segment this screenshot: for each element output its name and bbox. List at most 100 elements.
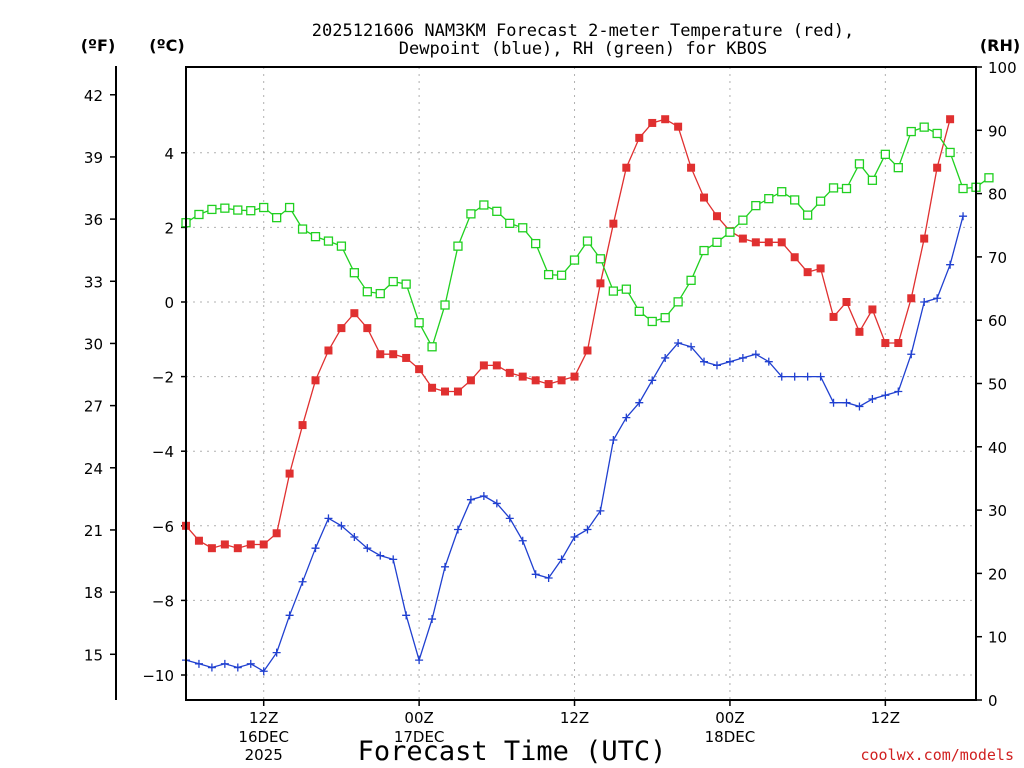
temperature-point-14	[363, 324, 372, 333]
dewpoint-point-46	[777, 372, 786, 381]
x-tick-label-time-3: 00Z	[715, 709, 744, 727]
f-tick-label-1: 18	[84, 584, 103, 602]
dewpoint-point-53	[868, 394, 877, 403]
chart-title-line1: 2025121606 NAM3KM Forecast 2-meter Tempe…	[312, 21, 854, 41]
f-tick-label-0: 15	[84, 646, 103, 664]
f-tick-label-4: 27	[84, 398, 103, 416]
temperature-point-39	[687, 163, 696, 172]
dewpoint-point-55	[894, 387, 903, 396]
temperature-point-4	[233, 544, 242, 553]
rh-tick-label-7: 70	[988, 249, 1007, 267]
rh-point-52	[854, 159, 865, 169]
dewpoint-point-38	[674, 339, 683, 348]
c-tick-label-5: 0	[164, 294, 174, 312]
rh-point-37	[660, 313, 670, 323]
dewpoint-point-40	[700, 357, 709, 366]
rh-point-2	[207, 204, 217, 215]
x-tick-label-time-0: 12Z	[249, 709, 278, 727]
x-tick-label-time-2: 12Z	[560, 709, 589, 727]
rh-point-44	[751, 200, 761, 211]
plot-frame	[185, 66, 977, 701]
dewpoint-point-19	[428, 615, 437, 624]
temperature-point-28	[544, 380, 553, 389]
rh-point-29	[556, 270, 567, 280]
x-tick-label-date-0: 16DEC	[238, 728, 289, 746]
rh-point-7	[272, 213, 282, 223]
c-tick-label-7: 4	[164, 145, 174, 163]
rh-tick-label-3: 30	[988, 502, 1007, 520]
rh-point-32	[595, 254, 606, 264]
rh-point-4	[233, 205, 243, 215]
rh-point-9	[297, 224, 308, 234]
temperature-point-26	[518, 372, 527, 381]
rh-axis-ticks: 0 10 20 30 40 50 60 70 80 90 100	[976, 59, 1017, 710]
dewpoint-point-23	[479, 491, 488, 500]
temperature-point-30	[570, 372, 579, 381]
temperature-point-44	[751, 238, 760, 247]
rh-tick-label-4: 40	[988, 439, 1007, 457]
dewpoint-point-51	[842, 398, 851, 407]
f-tick-label-9: 42	[84, 87, 103, 105]
dewpoint-point-10	[311, 544, 320, 553]
dewpoint-point-52	[855, 402, 864, 411]
dewpoint-point-45	[764, 357, 773, 366]
rh-point-57	[919, 122, 929, 132]
rh-point-11	[323, 236, 334, 246]
dewpoint-point-57	[920, 297, 929, 306]
rh-tick-label-8: 80	[988, 186, 1007, 204]
temperature-point-51	[842, 297, 851, 306]
grid-lines	[186, 67, 976, 700]
temperature-point-46	[777, 238, 786, 247]
temperature-point-31	[583, 346, 592, 355]
rh-point-34	[621, 284, 631, 294]
rh-point-16	[388, 276, 398, 287]
series-layer	[181, 115, 994, 676]
x-tick-label-date-3: 18DEC	[705, 728, 756, 746]
temperature-point-37	[661, 115, 670, 124]
temperature-point-18	[415, 365, 424, 374]
rh-tick-label-10: 100	[988, 59, 1017, 77]
rh-point-5	[246, 206, 256, 216]
fahrenheit-axis-ticks: 15 18 21 24 27 30 33 36 39 42	[84, 87, 116, 664]
temperature-point-49	[816, 264, 825, 273]
temperature-point-7	[272, 529, 281, 538]
dewpoint-point-41	[712, 361, 721, 370]
rh-point-24	[492, 206, 502, 216]
c-tick-label-1: −8	[152, 592, 174, 610]
rh-tick-label-9: 90	[988, 122, 1007, 140]
temperature-point-58	[933, 163, 942, 172]
temperature-point-6	[259, 540, 268, 549]
dewpoint-point-44	[751, 350, 760, 359]
dewpoint-point-39	[687, 342, 696, 351]
rh-point-43	[738, 215, 748, 225]
celsius-unit-label: (ºC)	[149, 36, 184, 55]
temperature-point-10	[311, 376, 320, 385]
temperature-point-27	[531, 376, 540, 385]
x-tick-label-time-1: 00Z	[404, 709, 433, 727]
rh-point-54	[880, 149, 890, 160]
rh-point-20	[440, 300, 450, 310]
temperature-point-50	[829, 312, 838, 321]
chart-title-line2: Dewpoint (blue), RH (green) for KBOS	[399, 39, 767, 59]
rh-point-50	[828, 183, 839, 193]
dewpoint-point-29	[557, 555, 566, 564]
rh-point-30	[569, 255, 580, 265]
rh-tick-label-1: 10	[988, 629, 1007, 647]
rh-point-36	[647, 316, 657, 327]
rh-point-58	[932, 128, 942, 139]
temperature-point-21	[453, 387, 462, 396]
temperature-point-9	[298, 421, 307, 430]
rh-point-47	[790, 195, 800, 205]
rh-point-35	[634, 306, 644, 316]
f-tick-label-3: 24	[84, 460, 103, 478]
rh-point-21	[453, 241, 463, 251]
rh-point-59	[945, 147, 955, 158]
rh-point-19	[427, 342, 437, 352]
rh-point-28	[543, 269, 554, 280]
temperature-point-47	[790, 253, 799, 262]
dewpoint-point-18	[415, 656, 424, 665]
rh-point-26	[518, 223, 528, 233]
temperature-point-3	[220, 540, 229, 549]
temperature-point-19	[428, 383, 437, 392]
dewpoint-point-37	[661, 353, 670, 362]
